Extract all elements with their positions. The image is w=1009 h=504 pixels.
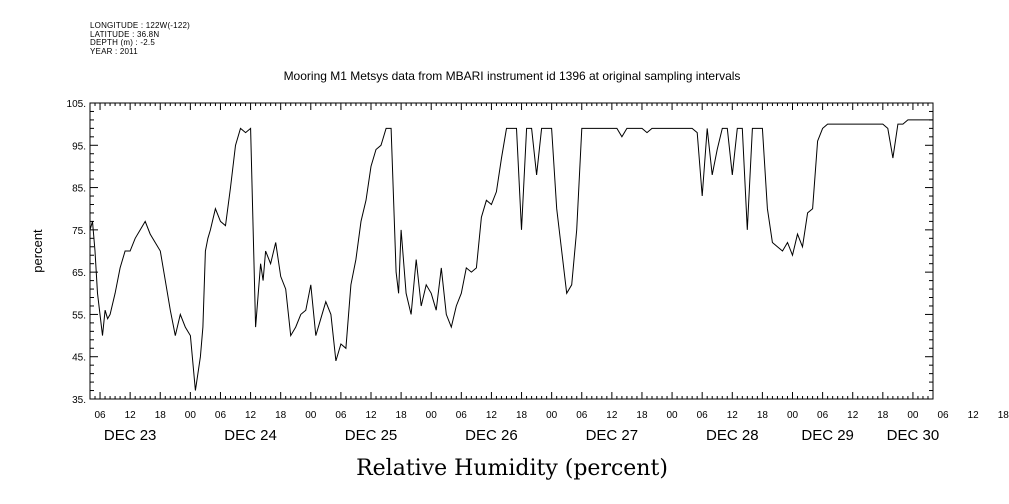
location-metadata: LONGITUDE : 122W(-122) LATITUDE : 36.8N …	[90, 21, 190, 56]
date-label: DEC 23	[104, 427, 157, 444]
x-tick-label: 00	[667, 410, 679, 421]
axis-ticks	[89, 102, 934, 400]
x-tick-label: 00	[787, 410, 799, 421]
x-tick-label: 06	[576, 410, 588, 421]
chart-title: Mooring M1 Metsys data from MBARI instru…	[284, 69, 741, 83]
x-tick-label: 06	[215, 410, 227, 421]
date-label: DEC 30	[887, 427, 940, 444]
x-tick-label: 12	[486, 410, 498, 421]
plot-frame	[89, 102, 934, 400]
y-tick-label: 85.	[72, 184, 86, 195]
date-label: DEC 27	[586, 427, 639, 444]
x-tick-label: 12	[727, 410, 739, 421]
y-tick-label: 45.	[72, 353, 86, 364]
x-tick-label: 00	[305, 410, 317, 421]
longitude-label: LONGITUDE : 122W(-122)	[90, 21, 190, 30]
x-tick-label: 12	[606, 410, 618, 421]
y-tick-label: 35.	[72, 395, 86, 406]
x-tick-label: 00	[907, 410, 919, 421]
humidity-series-line	[89, 119, 933, 391]
x-tick-label: 12	[365, 410, 377, 421]
x-tick-label: 18	[998, 410, 1009, 421]
year-label: YEAR : 2011	[90, 46, 138, 56]
y-tick-label: 65.	[72, 268, 86, 279]
x-tick-label: 06	[94, 410, 106, 421]
x-tick-label: 06	[456, 410, 468, 421]
x-tick-label: 18	[275, 410, 287, 421]
x-tick-label: 00	[426, 410, 438, 421]
y-tick-label: 75.	[72, 226, 86, 237]
x-tick-label: 00	[185, 410, 197, 421]
x-tick-label: 00	[546, 410, 558, 421]
date-label: DEC 26	[465, 427, 518, 444]
x-tick-label: 12	[968, 410, 980, 421]
x-tick-label: 18	[757, 410, 769, 421]
x-tick-label: 12	[847, 410, 859, 421]
x-axis-label: Relative Humidity (percent)	[356, 456, 668, 481]
x-tick-label: 18	[636, 410, 648, 421]
date-label: DEC 25	[345, 427, 398, 444]
x-tick-label: 06	[937, 410, 949, 421]
latitude-label: LATITUDE : 36.8N	[90, 29, 160, 39]
x-tick-label: 06	[335, 410, 347, 421]
y-tick-label: 95.	[72, 141, 86, 152]
x-tick-label: 18	[516, 410, 528, 421]
x-tick-label: 18	[877, 410, 889, 421]
y-tick-label: 105.	[67, 99, 86, 110]
x-tick-label: 06	[697, 410, 709, 421]
date-label: DEC 24	[224, 427, 277, 444]
depth-label: DEPTH (m) : -2.5	[90, 38, 155, 48]
x-tick-label: 18	[155, 410, 167, 421]
date-label: DEC 29	[801, 427, 854, 444]
y-tick-label: 55.	[72, 310, 86, 321]
x-tick-label: 12	[245, 410, 257, 421]
x-tick-label: 18	[396, 410, 408, 421]
axis-labels: 35. 45. 55. 65. 75. 85. 95. 105. 06 12 18 00 06 12 18 0…	[67, 99, 1009, 444]
date-label: DEC 28	[706, 427, 759, 444]
x-tick-label: 12	[125, 410, 137, 421]
y-axis-label: percent	[30, 229, 45, 273]
x-tick-label: 06	[817, 410, 829, 421]
